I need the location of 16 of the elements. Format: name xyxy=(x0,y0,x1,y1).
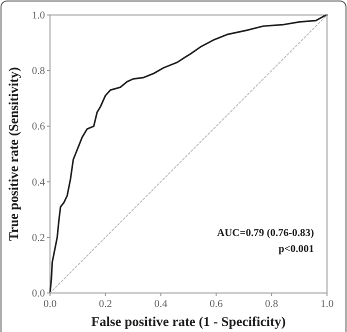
x-tick-label: 0.4 xyxy=(154,299,168,310)
x-tick-label: 0.2 xyxy=(98,299,112,310)
y-axis-title: True positive rate (Sensitivity) xyxy=(6,66,21,242)
y-tick-label: 0.2 xyxy=(32,232,45,244)
x-axis-title: False positive rate (1 - Specificity) xyxy=(91,314,286,329)
annotation: AUC=0.79 (0.76-0.83) xyxy=(217,228,314,239)
y-tick-label: 0.8 xyxy=(32,66,45,78)
y-tick-label: 1.0 xyxy=(32,10,45,22)
x-tick-label: 0.0 xyxy=(43,299,57,310)
x-tick-label: 1.0 xyxy=(320,299,334,310)
y-tick-label: 0.0 xyxy=(32,288,45,300)
x-tick-label: 0.6 xyxy=(210,299,223,310)
y-tick-label: 0.6 xyxy=(32,122,45,133)
x-tick-label: 0.8 xyxy=(265,299,278,310)
annotation: p<0.001 xyxy=(278,244,314,255)
y-tick-label: 0.4 xyxy=(32,177,46,188)
